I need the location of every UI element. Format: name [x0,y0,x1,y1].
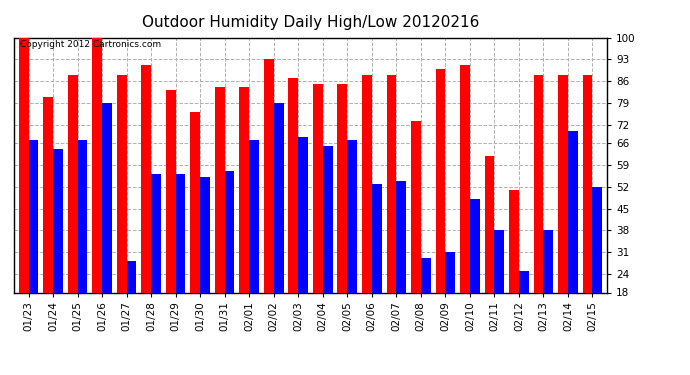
Bar [190,112,200,348]
Bar [288,78,298,348]
Bar [166,90,176,348]
Bar [141,66,151,348]
Bar [372,184,382,348]
Bar [249,140,259,348]
Bar [43,97,53,348]
Bar [239,87,249,348]
Text: Copyright 2012 Cartronics.com: Copyright 2012 Cartronics.com [20,40,161,49]
Bar [264,59,274,348]
Bar [77,140,88,348]
Bar [533,75,544,348]
Bar [386,75,396,348]
Bar [225,171,235,348]
Bar [53,150,63,348]
Bar [396,180,406,348]
Bar [274,103,284,348]
Bar [298,137,308,348]
Bar [435,69,445,348]
Bar [509,190,519,348]
Bar [347,140,357,348]
Bar [126,261,137,348]
Bar [470,199,480,348]
Bar [460,66,470,348]
Bar [445,252,455,348]
Bar [323,146,333,348]
Bar [593,187,602,348]
Bar [176,174,186,348]
Bar [102,103,112,348]
Text: Outdoor Humidity Daily High/Low 20120216: Outdoor Humidity Daily High/Low 20120216 [142,15,479,30]
Bar [337,84,347,348]
Bar [484,156,495,348]
Bar [544,230,553,348]
Bar [313,84,323,348]
Bar [92,38,102,348]
Bar [151,174,161,348]
Bar [558,75,568,348]
Bar [117,75,126,348]
Bar [519,271,529,348]
Bar [421,258,431,348]
Bar [582,75,593,348]
Bar [28,140,39,348]
Bar [362,75,372,348]
Bar [200,177,210,348]
Bar [411,122,421,348]
Bar [68,75,77,348]
Bar [19,38,28,348]
Bar [568,131,578,348]
Bar [495,230,504,348]
Bar [215,87,225,348]
